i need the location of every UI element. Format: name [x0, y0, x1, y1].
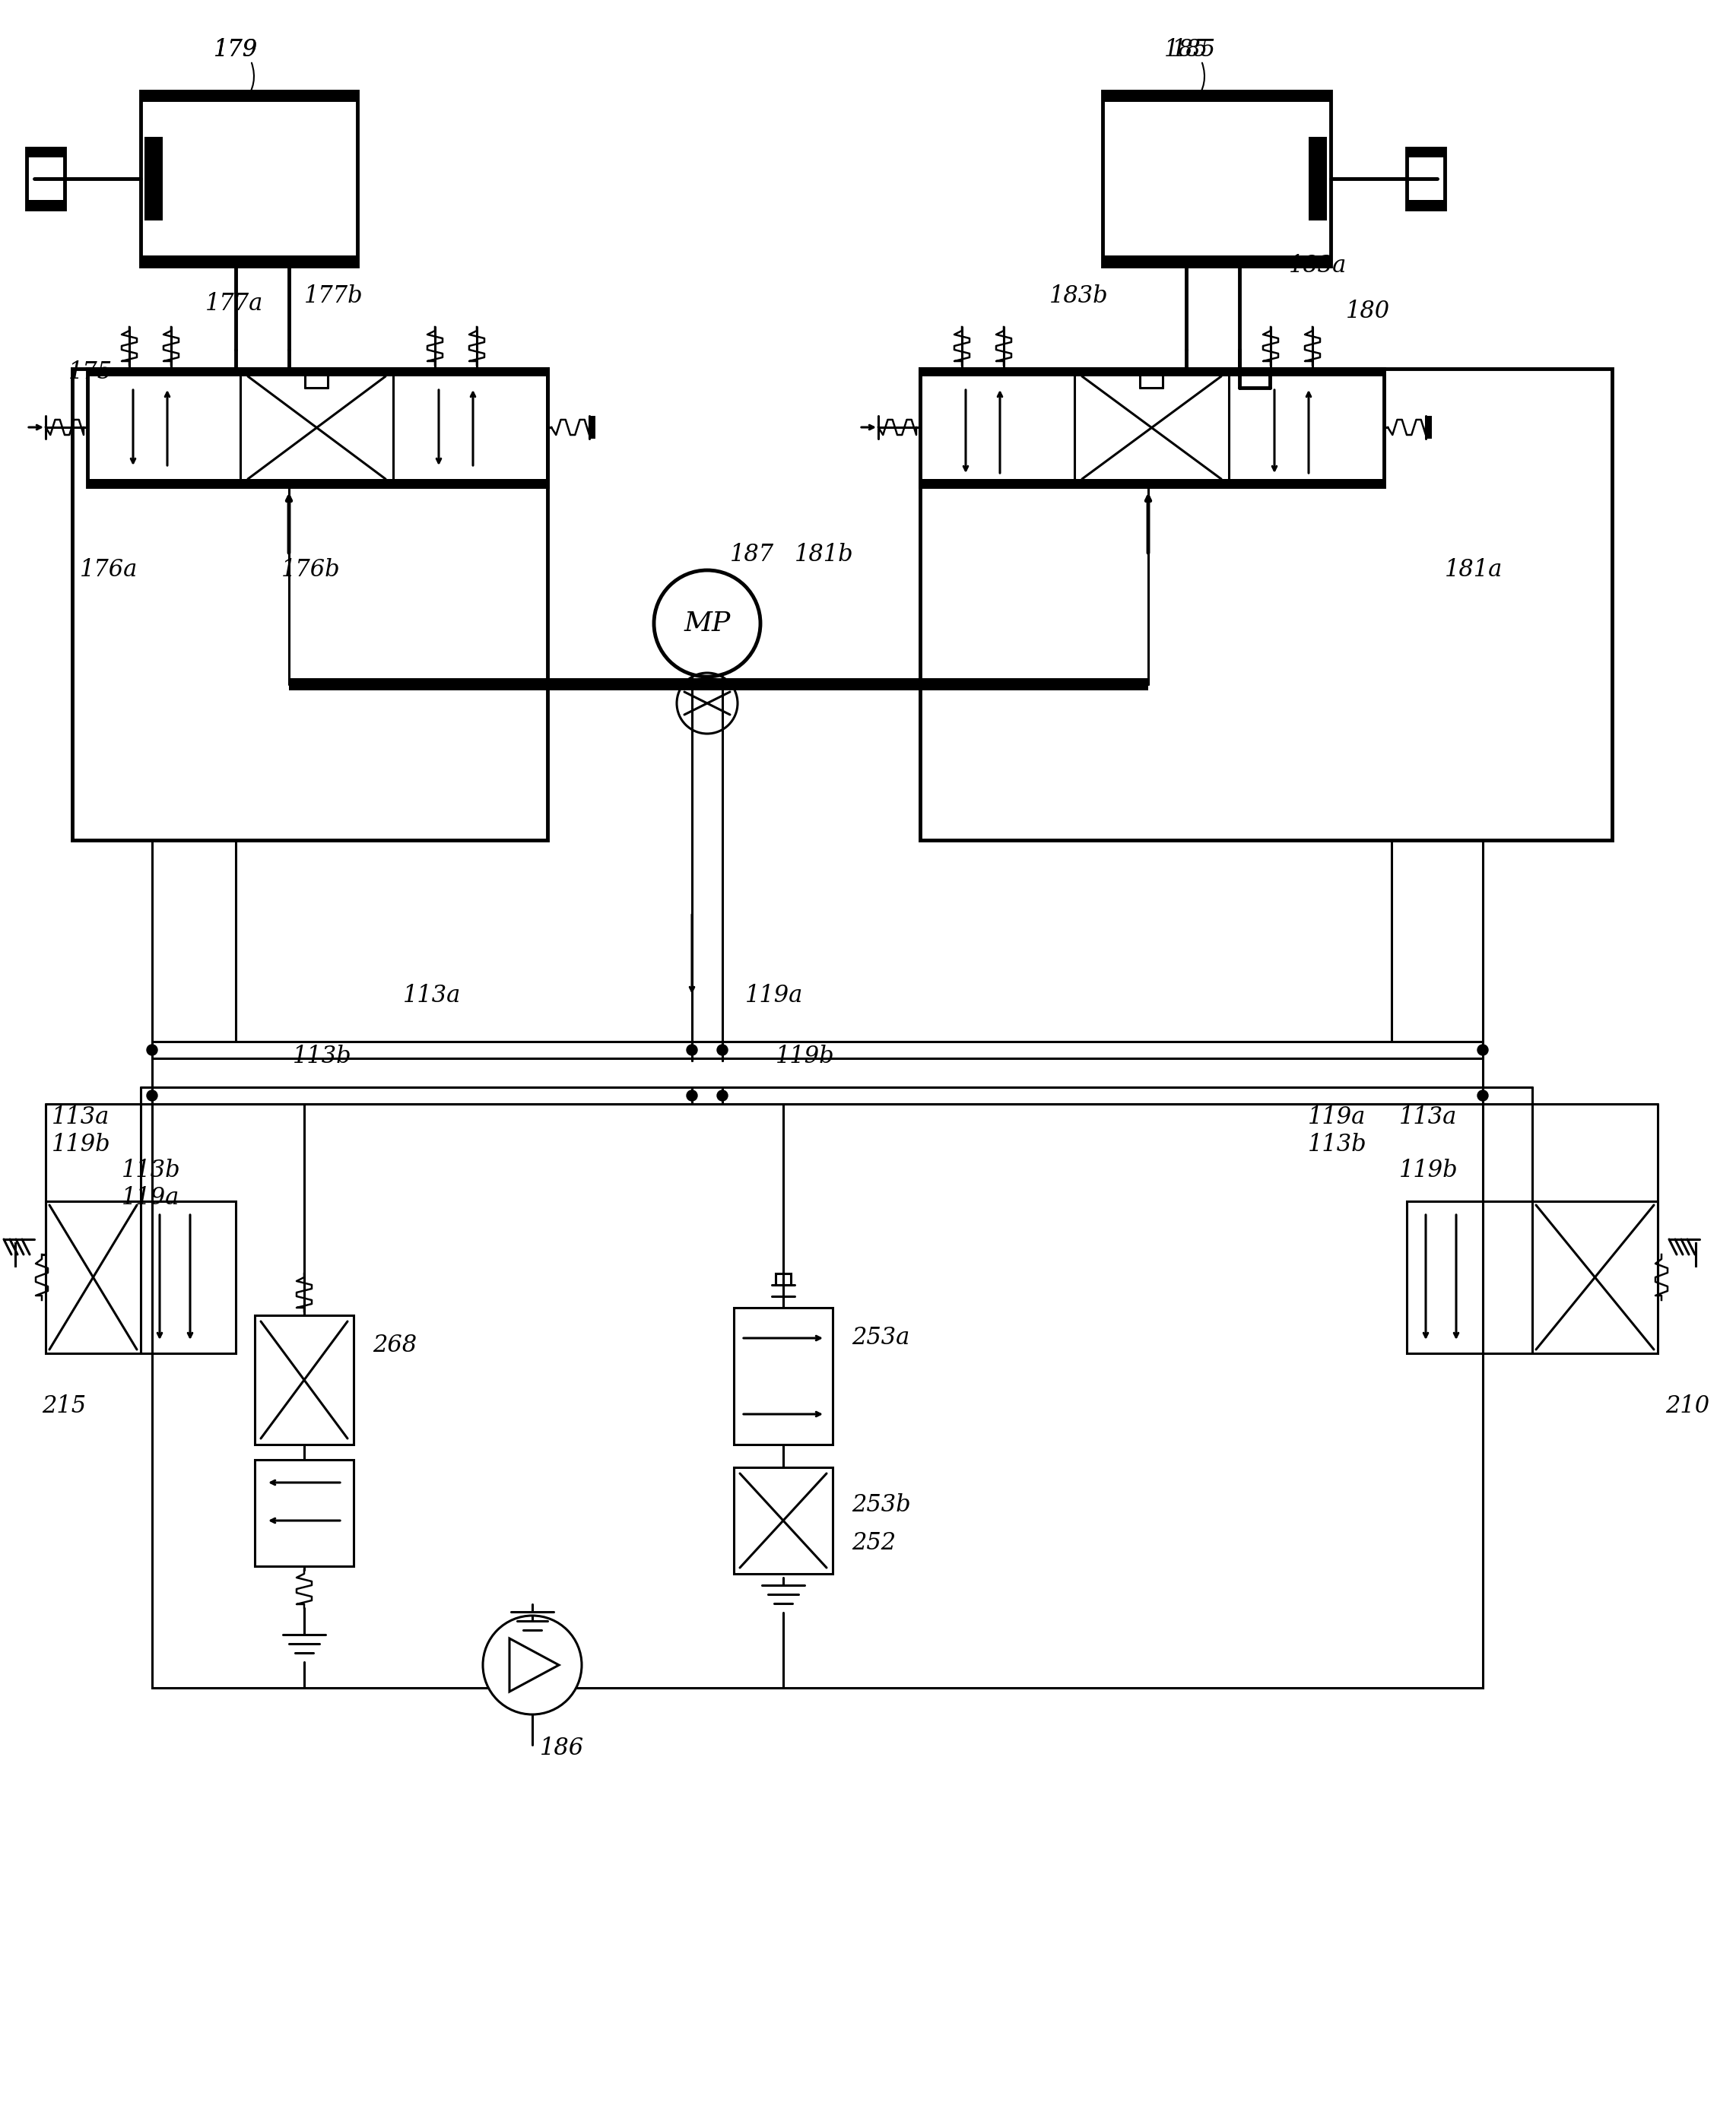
- Circle shape: [1477, 1091, 1488, 1101]
- Text: 119a: 119a: [745, 984, 804, 1009]
- Text: 177b: 177b: [304, 284, 363, 307]
- Text: 181a: 181a: [1444, 558, 1503, 581]
- Circle shape: [717, 1045, 727, 1055]
- Bar: [87, 369, 547, 486]
- Bar: [920, 369, 1384, 486]
- Bar: [1102, 91, 1332, 265]
- Circle shape: [1477, 1045, 1488, 1055]
- Circle shape: [687, 1091, 698, 1101]
- Bar: [920, 478, 1384, 486]
- Text: 119b: 119b: [1399, 1158, 1458, 1184]
- Text: 113a: 113a: [403, 984, 462, 1009]
- Circle shape: [654, 571, 760, 676]
- Text: 179: 179: [214, 38, 259, 61]
- Text: 119a: 119a: [122, 1186, 179, 1209]
- Text: 183a: 183a: [1288, 255, 1347, 278]
- Text: 253b: 253b: [852, 1493, 911, 1516]
- Text: 268: 268: [373, 1333, 417, 1358]
- Circle shape: [483, 1615, 582, 1714]
- Circle shape: [717, 1091, 727, 1101]
- Bar: [1406, 1200, 1658, 1354]
- Bar: [1406, 147, 1444, 158]
- Bar: [26, 147, 64, 208]
- Bar: [141, 91, 358, 101]
- Text: 113b: 113b: [293, 1045, 352, 1068]
- Text: 113a: 113a: [1399, 1106, 1457, 1129]
- Text: 185: 185: [1172, 38, 1215, 61]
- Bar: [1309, 137, 1326, 221]
- Bar: [87, 478, 547, 486]
- Bar: [141, 255, 358, 265]
- Text: 181b: 181b: [795, 543, 854, 567]
- Bar: [255, 1459, 354, 1567]
- Bar: [288, 678, 1147, 691]
- Bar: [1406, 147, 1444, 208]
- Text: 175: 175: [68, 360, 113, 383]
- Bar: [26, 147, 64, 158]
- Text: 177a: 177a: [205, 293, 264, 316]
- Bar: [73, 369, 547, 840]
- Text: 119b: 119b: [776, 1045, 835, 1068]
- Bar: [141, 91, 358, 265]
- Bar: [776, 1274, 792, 1285]
- Text: 113b: 113b: [1307, 1133, 1366, 1156]
- Bar: [920, 369, 1384, 377]
- Text: 176b: 176b: [281, 558, 340, 581]
- Bar: [734, 1308, 833, 1445]
- Circle shape: [687, 1045, 698, 1055]
- Text: 113a: 113a: [52, 1106, 109, 1129]
- Text: 186: 186: [540, 1737, 583, 1761]
- Text: 185: 185: [1165, 38, 1208, 61]
- Text: 119b: 119b: [52, 1133, 111, 1156]
- Text: 119a: 119a: [1307, 1106, 1366, 1129]
- Bar: [255, 1316, 354, 1445]
- Text: 180: 180: [1345, 299, 1391, 324]
- Text: 252: 252: [852, 1531, 896, 1554]
- Bar: [144, 137, 163, 221]
- Text: 179: 179: [214, 38, 259, 61]
- Circle shape: [148, 1091, 158, 1101]
- Text: 215: 215: [42, 1394, 87, 1417]
- Bar: [1425, 415, 1432, 438]
- Bar: [26, 200, 64, 208]
- Bar: [45, 1200, 236, 1354]
- Bar: [153, 1104, 1483, 1687]
- Bar: [589, 415, 595, 438]
- Text: 187: 187: [729, 543, 774, 567]
- Bar: [734, 1468, 833, 1573]
- Bar: [1406, 200, 1444, 208]
- Text: MP: MP: [684, 611, 731, 636]
- Text: 210: 210: [1665, 1394, 1710, 1417]
- Bar: [1102, 255, 1332, 265]
- Text: 253a: 253a: [852, 1327, 910, 1350]
- Bar: [920, 369, 1613, 840]
- Circle shape: [148, 1045, 158, 1055]
- Bar: [1102, 91, 1332, 101]
- Text: 176a: 176a: [80, 558, 137, 581]
- Bar: [87, 369, 547, 377]
- Text: 113b: 113b: [122, 1158, 181, 1184]
- Text: 183b: 183b: [1049, 284, 1108, 307]
